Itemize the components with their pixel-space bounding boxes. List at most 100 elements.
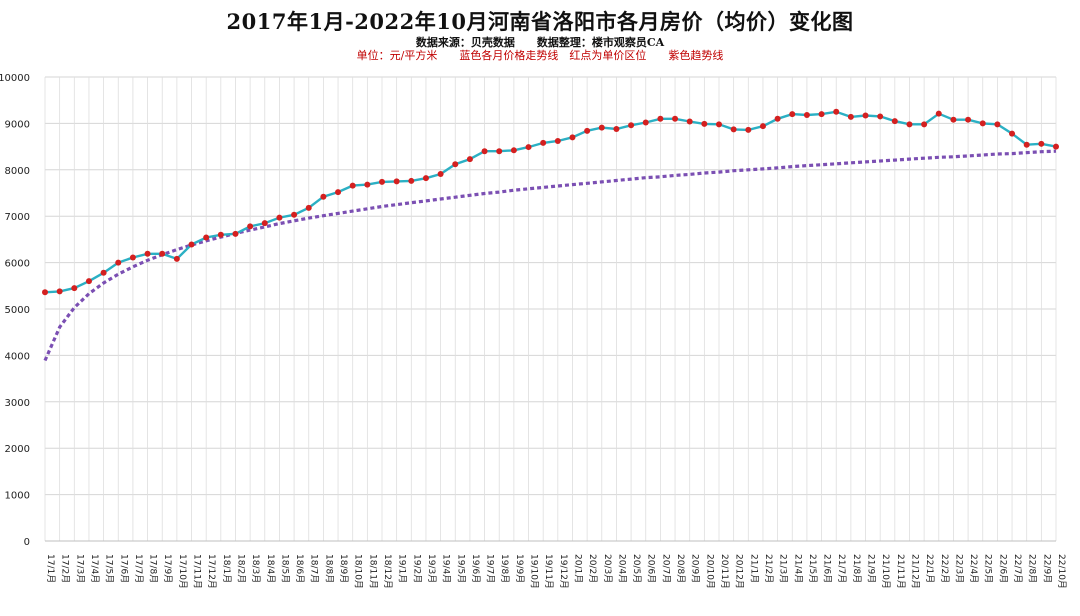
price-point <box>422 175 429 182</box>
price-line <box>44 110 1057 294</box>
price-point <box>452 161 459 168</box>
price-point <box>437 170 444 177</box>
trend-line <box>43 149 1057 362</box>
x-tick-label: 17/9月 <box>162 554 173 583</box>
price-point <box>291 211 298 218</box>
x-tick-label: 19/12月 <box>558 554 569 589</box>
price-point <box>305 204 312 211</box>
price-point <box>950 116 957 123</box>
price-point <box>672 115 679 122</box>
x-tick-label: 21/10月 <box>880 554 891 589</box>
x-tick-label: 22/1月 <box>924 554 935 583</box>
x-tick-label: 20/8月 <box>675 554 686 583</box>
x-tick-label: 19/2月 <box>411 554 422 583</box>
y-tick-label: 0 <box>24 537 30 548</box>
x-tick-label: 22/10月 <box>1056 554 1067 589</box>
x-tick-label: 17/6月 <box>118 554 129 583</box>
price-point <box>628 122 635 129</box>
price-point <box>364 181 371 188</box>
price-point <box>833 108 840 115</box>
x-tick-label: 20/11月 <box>719 554 730 589</box>
x-tick-label: 20/4月 <box>616 554 627 583</box>
x-tick-label: 17/10月 <box>177 554 188 589</box>
x-tick-label: 19/4月 <box>441 554 452 583</box>
x-tick-label: 21/8月 <box>851 554 862 583</box>
x-tick-label: 21/6月 <box>822 554 833 583</box>
price-point <box>1053 143 1059 150</box>
price-point <box>935 110 942 117</box>
price-point <box>217 231 224 238</box>
price-point <box>276 214 283 221</box>
price-point <box>408 177 415 184</box>
x-tick-label: 18/5月 <box>279 554 290 583</box>
price-point <box>1023 141 1030 148</box>
x-tick-label: 20/2月 <box>587 554 598 583</box>
chart-title: 2017年1月-2022年10月河南省洛阳市各月房价（均价）变化图 <box>226 9 854 34</box>
price-point <box>745 126 752 133</box>
x-tick-label: 17/5月 <box>104 554 115 583</box>
price-point <box>159 250 166 257</box>
chart-note: 单位：元/平方米 蓝色各月价格走势线 红点为单价区位 紫色趋势线 <box>356 49 724 62</box>
price-point <box>1038 140 1045 147</box>
x-tick-label: 18/8月 <box>323 554 334 583</box>
x-tick-label: 20/10月 <box>704 554 715 589</box>
x-tick-label: 17/4月 <box>89 554 100 583</box>
price-point <box>56 288 63 295</box>
y-tick-label: 9000 <box>5 119 30 130</box>
price-point <box>540 139 547 146</box>
x-tick-label: 22/9月 <box>1041 554 1052 583</box>
price-point <box>525 144 532 151</box>
price-point <box>1009 130 1016 137</box>
x-tick-label: 20/9月 <box>690 554 701 583</box>
x-tick-label: 22/5月 <box>983 554 994 583</box>
x-tick-label: 17/2月 <box>60 554 71 583</box>
x-tick-label: 22/7月 <box>1012 554 1023 583</box>
x-tick-label: 18/4月 <box>265 554 276 583</box>
x-tick-label: 20/6月 <box>646 554 657 583</box>
x-tick-label: 20/3月 <box>602 554 613 583</box>
price-point <box>173 255 180 262</box>
price-point <box>965 116 972 123</box>
x-tick-label: 21/5月 <box>807 554 818 583</box>
trend-line-series <box>43 149 1057 362</box>
x-tick-label: 21/3月 <box>778 554 789 583</box>
price-point <box>569 134 576 141</box>
price-point <box>554 138 561 145</box>
x-tick-label: 19/5月 <box>455 554 466 583</box>
x-tick-label: 18/9月 <box>338 554 349 583</box>
x-tick-label: 17/1月 <box>45 554 56 583</box>
price-point <box>818 111 825 118</box>
price-point <box>496 148 503 155</box>
price-point <box>716 121 722 128</box>
x-tick-label: 18/1月 <box>221 554 232 583</box>
x-tick-label: 18/7月 <box>309 554 320 583</box>
x-tick-label: 17/12月 <box>206 554 217 589</box>
x-tick-label: 19/10月 <box>529 554 540 589</box>
price-point <box>320 193 327 200</box>
price-point <box>100 269 107 276</box>
price-point <box>71 285 78 292</box>
price-point <box>42 289 48 296</box>
price-point <box>188 241 195 248</box>
price-point <box>144 250 151 257</box>
x-tick-label: 22/2月 <box>939 554 950 583</box>
x-tick-label: 17/11月 <box>192 554 203 589</box>
price-point <box>613 125 620 132</box>
price-point <box>335 189 342 196</box>
price-point <box>891 118 898 125</box>
x-tick-label: 20/7月 <box>660 554 671 583</box>
price-point <box>393 178 400 185</box>
x-tick-label: 17/7月 <box>133 554 144 583</box>
price-point <box>730 126 737 133</box>
x-axis: 17/1月 17/2月 17/3月 17/4月 17/5月 17/6月 17/7月 17/8月… <box>45 540 1067 589</box>
price-point <box>584 127 591 134</box>
price-point <box>877 113 884 120</box>
y-tick-label: 1000 <box>5 491 30 502</box>
x-tick-label: 19/11月 <box>543 554 554 589</box>
y-tick-label: 8000 <box>5 166 30 177</box>
price-point <box>774 115 781 122</box>
y-tick-label: 3000 <box>5 398 30 409</box>
x-tick-label: 17/8月 <box>148 554 159 583</box>
x-tick-label: 21/2月 <box>763 554 774 583</box>
price-point <box>115 259 122 266</box>
